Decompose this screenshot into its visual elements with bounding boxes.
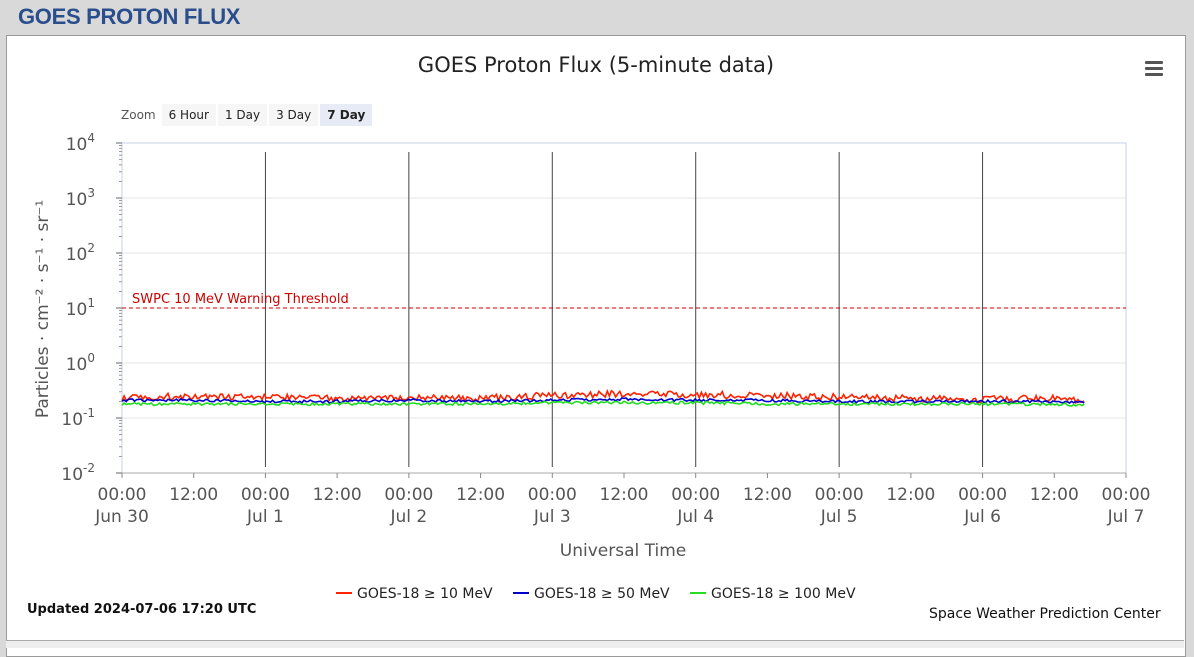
bottom-strip	[6, 640, 1184, 648]
legend-item-label: GOES-18 ≥ 10 MeV	[357, 586, 493, 602]
updated-timestamp: Updated 2024-07-06 17:20 UTC	[27, 602, 257, 617]
x-axis-title: Universal Time	[560, 541, 686, 561]
x-tick-date-label: Jul 7	[1107, 507, 1145, 527]
page-heading: GOES PROTON FLUX	[18, 4, 241, 29]
y-tick-base: 10	[61, 410, 83, 430]
x-tick-time-label: 12:00	[886, 485, 935, 505]
y-tick-base: 10	[66, 190, 88, 210]
zoom-6-hour-button[interactable]: 6 Hour	[161, 104, 216, 126]
zoom-3-day-button[interactable]: 3 Day	[269, 104, 319, 126]
series-line	[121, 400, 1085, 407]
chart-panel: GOES Proton Flux (5-minute data) Zoom 6 …	[6, 35, 1186, 657]
x-tick-time-label: 12:00	[743, 485, 792, 505]
y-tick-exponent: -1	[83, 406, 95, 420]
x-tick-time-label: 00:00	[958, 485, 1007, 505]
x-tick-time-label: 00:00	[98, 485, 147, 505]
y-tick-base: 10	[66, 135, 88, 155]
hamburger-menu-icon[interactable]	[1145, 61, 1163, 77]
y-axis-title: Particles · cm⁻² · s⁻¹ · sr⁻¹	[33, 200, 53, 418]
day-separator-lines	[264, 152, 984, 467]
y-tick-exponent: -2	[83, 461, 95, 475]
y-tick-exponent: 0	[87, 351, 95, 365]
zoom-1-day-button[interactable]: 1 Day	[217, 104, 268, 126]
y-tick-label: 10-1	[61, 406, 95, 430]
x-tick-time-label: 00:00	[528, 485, 577, 505]
y-tick-exponent: 3	[87, 186, 95, 200]
y-tick-exponent: 4	[87, 131, 95, 145]
y-tick-label: 101	[66, 296, 95, 320]
x-tick-time-label: 00:00	[815, 485, 864, 505]
y-tick-label: 10-2	[61, 461, 95, 485]
y-tick-label: 104	[66, 131, 95, 155]
zoom-label: Zoom	[121, 108, 156, 122]
x-tick-date-label: Jul 5	[820, 507, 858, 527]
x-tick-date-label: Jul 2	[389, 507, 427, 527]
y-tick-exponent: 2	[87, 241, 95, 255]
legend: GOES-18 ≥ 10 MeV GOES-18 ≥ 50 MeV GOES-18 …	[336, 586, 856, 602]
x-tick-time-label: 12:00	[456, 485, 505, 505]
data-series	[121, 388, 1085, 407]
y-tick-exponent: 1	[87, 296, 95, 310]
x-tick-time-label: 12:00	[1030, 485, 1079, 505]
y-tick-label: 102	[66, 241, 95, 265]
x-tick-time-label: 00:00	[671, 485, 720, 505]
x-tick-time-label: 12:00	[600, 485, 649, 505]
x-tick-date-label: Jul 1	[246, 507, 284, 527]
threshold-group: SWPC 10 MeV Warning Threshold	[122, 292, 1126, 309]
zoom-7-day-button[interactable]: 7 Day	[320, 104, 373, 126]
legend-item-label: GOES-18 ≥ 50 MeV	[534, 586, 670, 602]
x-tick-time-label: 12:00	[313, 485, 362, 505]
x-tick-date-label: Jun 30	[94, 507, 149, 527]
series-line	[121, 388, 1085, 405]
x-tick-time-label: 00:00	[1102, 485, 1151, 505]
x-tick-time-label: 00:00	[241, 485, 290, 505]
x-tick-date-label: Jul 4	[676, 507, 714, 527]
x-tick-date-label: Jul 3	[533, 507, 571, 527]
x-tick-time-label: 00:00	[384, 485, 433, 505]
threshold-label: SWPC 10 MeV Warning Threshold	[132, 292, 349, 307]
credit-text: Space Weather Prediction Center	[929, 606, 1161, 622]
y-tick-label: 100	[66, 351, 95, 375]
y-tick-label: 103	[66, 186, 95, 210]
y-tick-base: 10	[66, 355, 88, 375]
series-line	[121, 397, 1085, 405]
y-tick-base: 10	[66, 245, 88, 265]
zoom-selector: Zoom 6 Hour 1 Day 3 Day 7 Day	[121, 104, 374, 126]
x-tick-date-label: Jul 6	[963, 507, 1001, 527]
legend-item-label: GOES-18 ≥ 100 MeV	[711, 586, 856, 602]
proton-flux-chart: SWPC 10 MeV Warning Threshold 10-210-110…	[33, 131, 1151, 602]
chart-title: GOES Proton Flux (5-minute data)	[417, 53, 775, 77]
y-tick-base: 10	[61, 465, 83, 485]
y-tick-base: 10	[66, 300, 88, 320]
x-tick-time-label: 12:00	[169, 485, 218, 505]
